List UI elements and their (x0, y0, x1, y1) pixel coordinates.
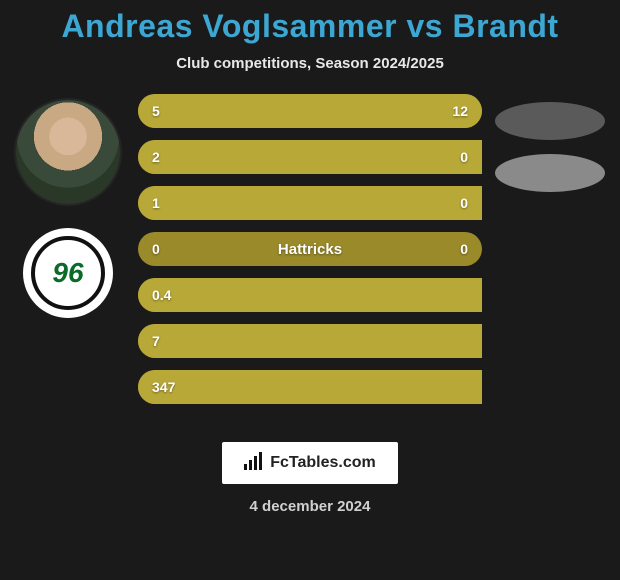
stat-value-right: 12 (438, 94, 482, 128)
stat-value-left: 2 (138, 140, 174, 174)
stat-value-left: 347 (138, 370, 189, 404)
stat-fill-left (138, 278, 482, 312)
stat-row: Matches512 (138, 94, 482, 128)
stat-value-right (454, 370, 482, 404)
stat-row: Goals per match0.4 (138, 278, 482, 312)
stat-value-right (454, 278, 482, 312)
stat-row: Min per goal347 (138, 370, 482, 404)
stat-rows: Matches512Goals20Assists10Hattricks00Goa… (138, 94, 482, 416)
logo-text: FcTables.com (270, 454, 376, 472)
player1-column: 96 (8, 94, 128, 318)
player1-club-badge: 96 (23, 228, 113, 318)
stat-value-right: 0 (446, 232, 482, 266)
stat-fill-left (138, 370, 482, 404)
subtitle: Club competitions, Season 2024/2025 (0, 55, 620, 72)
stat-value-right (454, 324, 482, 358)
comparison-panel: 96 Matches512Goals20Assists10Hattricks00… (0, 94, 620, 424)
stat-fill-left (138, 186, 482, 220)
stat-row: Shots per goal7 (138, 324, 482, 358)
stat-value-left: 0.4 (138, 278, 185, 312)
badge-number: 96 (23, 228, 113, 318)
stat-row: Goals20 (138, 140, 482, 174)
page-title: Andreas Voglsammer vs Brandt (0, 0, 620, 45)
stat-fill-left (138, 324, 482, 358)
player1-avatar (16, 100, 120, 204)
stat-value-left: 5 (138, 94, 174, 128)
player2-column (490, 94, 610, 206)
stat-label: Hattricks (278, 241, 342, 258)
stat-row: Assists10 (138, 186, 482, 220)
stat-value-left: 7 (138, 324, 174, 358)
player2-avatar-placeholder (495, 102, 605, 140)
player2-club-placeholder (495, 154, 605, 192)
stat-value-right: 0 (446, 186, 482, 220)
stat-fill-left (138, 140, 482, 174)
stat-value-right: 0 (446, 140, 482, 174)
stat-row: Hattricks 0 0 (138, 232, 482, 266)
stat-value-left: 1 (138, 186, 174, 220)
chart-icon (244, 452, 264, 475)
fctables-logo: FcTables.com (222, 442, 398, 484)
stat-value-left: 0 (138, 232, 174, 266)
date-label: 4 december 2024 (0, 498, 620, 515)
